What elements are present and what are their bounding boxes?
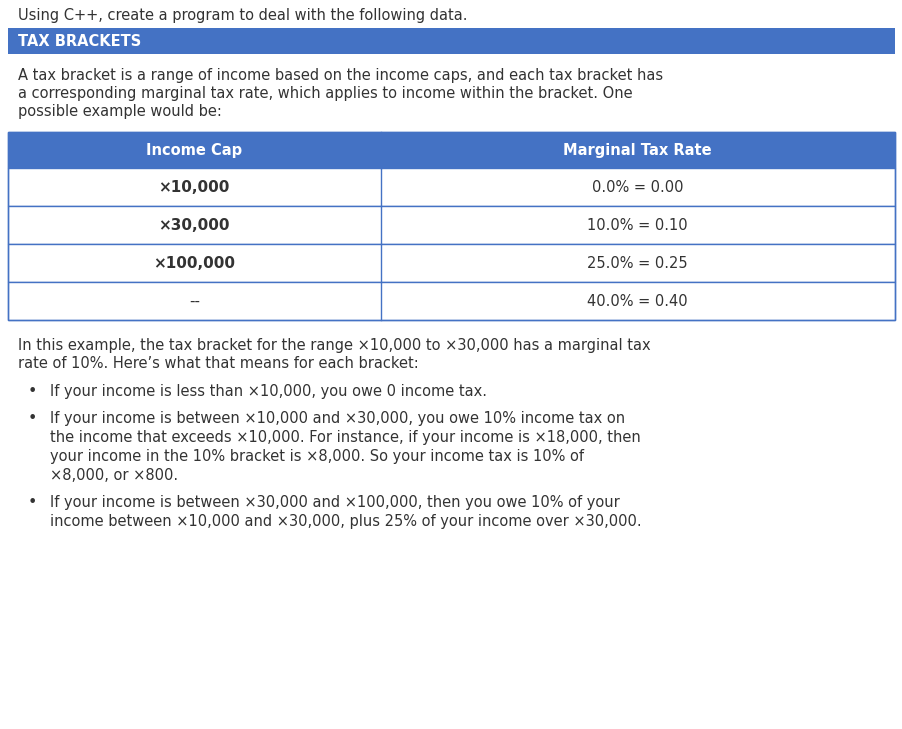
Bar	[8, 282, 894, 320]
Text: •: •	[28, 495, 37, 510]
Text: ×100,000: ×100,000	[153, 255, 235, 270]
Text: rate of 10%. Here’s what that means for each bracket:: rate of 10%. Here’s what that means for …	[18, 356, 419, 371]
Text: If your income is between ×10,000 and ×30,000, you owe 10% income tax on: If your income is between ×10,000 and ×3…	[50, 411, 624, 426]
Bar	[8, 168, 894, 206]
Text: 40.0% = 0.40: 40.0% = 0.40	[587, 294, 687, 308]
Bar	[8, 132, 894, 168]
Bar	[8, 132, 894, 320]
Text: Income Cap: Income Cap	[146, 142, 242, 157]
Text: Marginal Tax Rate: Marginal Tax Rate	[563, 142, 712, 157]
Text: your income in the 10% bracket is ×8,000. So your income tax is 10% of: your income in the 10% bracket is ×8,000…	[50, 449, 584, 464]
Text: In this example, the tax bracket for the range ×10,000 to ×30,000 has a marginal: In this example, the tax bracket for the…	[18, 338, 650, 353]
Text: ×30,000: ×30,000	[159, 217, 230, 233]
Text: •: •	[28, 411, 37, 426]
Text: possible example would be:: possible example would be:	[18, 104, 222, 119]
Bar	[8, 244, 894, 282]
Bar	[8, 206, 894, 244]
Bar	[8, 28, 894, 54]
Text: the income that exceeds ×10,000. For instance, if your income is ×18,000, then: the income that exceeds ×10,000. For ins…	[50, 430, 640, 445]
Text: 0.0% = 0.00: 0.0% = 0.00	[592, 179, 683, 195]
Text: ×10,000: ×10,000	[159, 179, 230, 195]
Text: 10.0% = 0.10: 10.0% = 0.10	[587, 217, 687, 233]
Text: If your income is less than ×10,000, you owe 0 income tax.: If your income is less than ×10,000, you…	[50, 384, 486, 399]
Text: A tax bracket is a range of income based on the income caps, and each tax bracke: A tax bracket is a range of income based…	[18, 68, 662, 83]
Text: If your income is between ×30,000 and ×100,000, then you owe 10% of your: If your income is between ×30,000 and ×1…	[50, 495, 619, 510]
Text: TAX BRACKETS: TAX BRACKETS	[18, 34, 141, 49]
Text: ×8,000, or ×800.: ×8,000, or ×800.	[50, 468, 178, 483]
Text: •: •	[28, 384, 37, 399]
Text: 25.0% = 0.25: 25.0% = 0.25	[587, 255, 687, 270]
Text: --: --	[189, 294, 199, 308]
Text: Using C++, create a program to deal with the following data.: Using C++, create a program to deal with…	[18, 8, 467, 23]
Text: income between ×10,000 and ×30,000, plus 25% of your income over ×30,000.: income between ×10,000 and ×30,000, plus…	[50, 514, 641, 529]
Text: a corresponding marginal tax rate, which applies to income within the bracket. O: a corresponding marginal tax rate, which…	[18, 86, 632, 101]
